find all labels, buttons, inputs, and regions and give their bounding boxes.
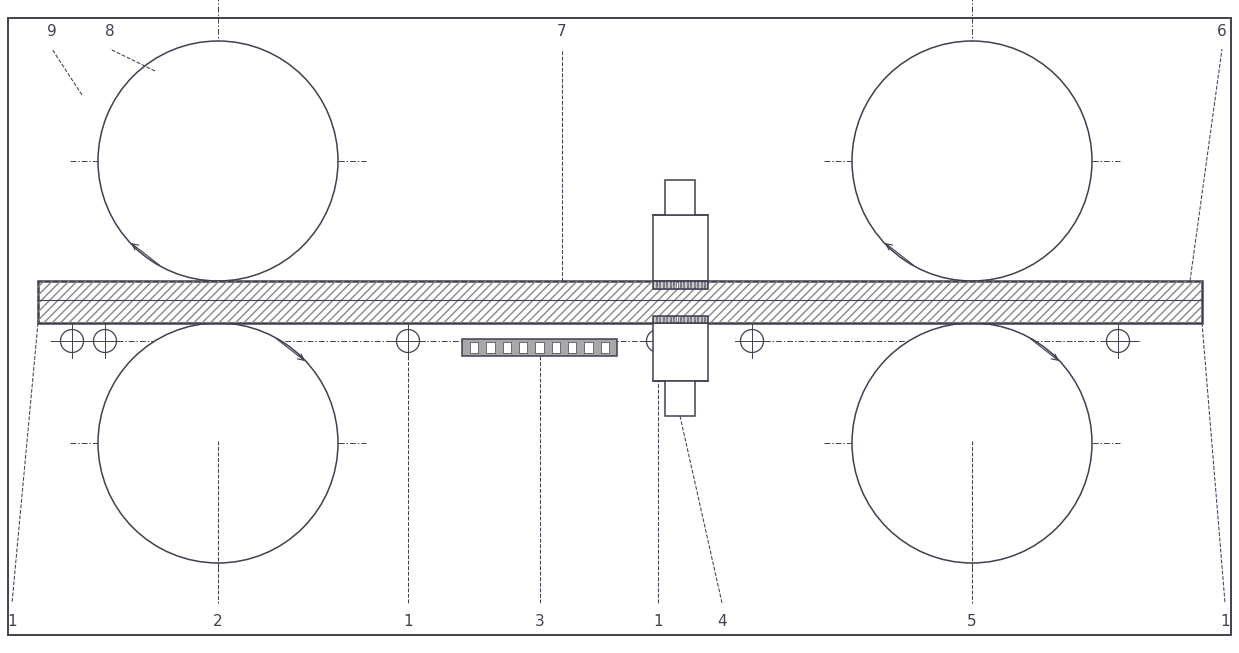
Circle shape (396, 330, 420, 353)
Bar (519, 342, 528, 353)
Text: 3: 3 (535, 614, 545, 628)
Bar (688, 281, 690, 289)
Bar (668, 315, 669, 323)
Bar (678, 315, 680, 323)
Bar (684, 315, 686, 323)
Circle shape (93, 330, 116, 353)
Bar (695, 315, 698, 323)
Bar (678, 281, 680, 289)
Circle shape (98, 323, 338, 563)
Bar (503, 342, 510, 353)
Circle shape (1106, 330, 1130, 353)
Bar (38, 281, 1202, 323)
Bar (653, 215, 707, 281)
Bar (653, 281, 655, 289)
Bar (684, 281, 686, 289)
Bar (701, 315, 704, 323)
Bar (681, 315, 684, 323)
Bar (657, 281, 659, 289)
Bar (670, 315, 673, 323)
Bar (462, 338, 617, 356)
Bar (674, 281, 676, 289)
Bar (657, 315, 659, 323)
Bar (535, 342, 544, 353)
Bar (653, 315, 655, 323)
Circle shape (852, 41, 1092, 281)
Bar (653, 281, 707, 289)
Bar (551, 342, 560, 353)
Bar (486, 342, 494, 353)
Bar (470, 342, 478, 353)
Bar (705, 315, 707, 323)
Bar (660, 315, 663, 323)
Text: 1: 1 (403, 614, 413, 628)
Bar (681, 281, 684, 289)
Bar (567, 342, 576, 353)
Circle shape (852, 323, 1092, 563)
Bar (665, 180, 695, 215)
Bar (601, 342, 610, 353)
Bar (705, 281, 707, 289)
Bar (695, 281, 698, 289)
Bar (653, 315, 707, 323)
Text: 5: 5 (968, 614, 976, 628)
Text: 4: 4 (717, 614, 727, 628)
Text: 2: 2 (213, 614, 223, 628)
Bar (699, 281, 700, 289)
Text: 7: 7 (558, 24, 566, 39)
Circle shape (98, 41, 338, 281)
Bar (660, 281, 663, 289)
Text: 8: 8 (105, 24, 115, 39)
Bar (691, 281, 694, 289)
Bar (664, 281, 667, 289)
Bar (653, 323, 707, 381)
Bar (665, 381, 695, 416)
Bar (674, 315, 676, 323)
Bar (585, 342, 592, 353)
Bar (699, 315, 700, 323)
Circle shape (647, 330, 669, 353)
Text: 1: 1 (7, 614, 17, 628)
Bar (691, 315, 694, 323)
Text: 1: 1 (653, 614, 663, 628)
Circle shape (741, 330, 763, 353)
Text: 1: 1 (1220, 614, 1230, 628)
Bar (688, 315, 690, 323)
Text: 6: 6 (1217, 24, 1227, 39)
Bar (701, 281, 704, 289)
Circle shape (61, 330, 83, 353)
Bar (38, 281, 1202, 323)
Bar (664, 315, 667, 323)
Bar (668, 281, 669, 289)
Bar (670, 281, 673, 289)
Text: 9: 9 (47, 24, 57, 39)
